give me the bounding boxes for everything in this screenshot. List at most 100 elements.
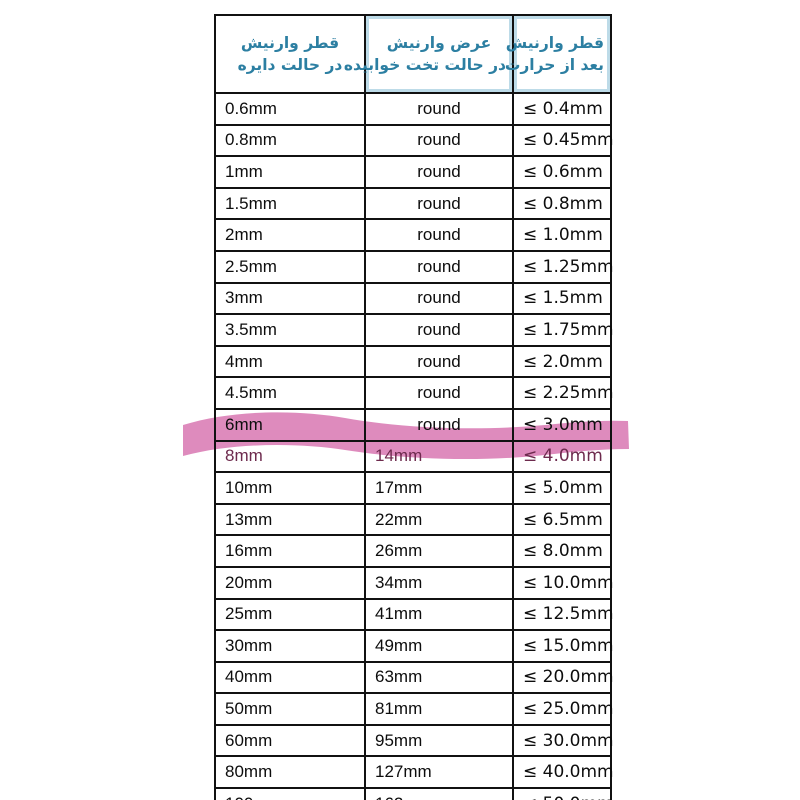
cell-diameter-after-heat: ≤ 0.8mm [512, 186, 612, 221]
cell-diameter-after-heat: ≤ 5.0mm [512, 471, 612, 505]
cell-diameter-after-heat: ≤ 8.0mm [512, 534, 612, 568]
table-row: 6mm round ≤ 3.0mm [214, 407, 612, 442]
table-row: 4mm round ≤ 2.0mm [214, 344, 612, 379]
cell-width-flat: round [364, 313, 514, 347]
cell-diameter-round: 100mm [214, 787, 366, 800]
cell-diameter-after-heat: ≤ 10.0mm [512, 565, 614, 600]
cell-diameter-round: 4.5mm [214, 376, 366, 410]
cell-diameter-round: 8mm [214, 439, 366, 474]
table-row: 100mm162mm≤ 50.0mm [214, 787, 614, 800]
cell-diameter-round: 3mm [214, 281, 366, 316]
cell-diameter-round: 16mm [214, 534, 366, 568]
cell-diameter-round: 60mm [214, 723, 366, 758]
cell-width-flat: 26mm [364, 534, 514, 568]
cell-diameter-after-heat: ≤ 1.25mm [512, 249, 614, 284]
table-row: 3mm round ≤ 1.5mm [214, 281, 612, 316]
cell-width-flat: 81mm [364, 692, 514, 726]
cell-diameter-round: 6mm [214, 407, 366, 442]
column-header-line: در حالت دایره [237, 56, 343, 74]
cell-diameter-after-heat: ≤ 1.75mm [512, 313, 614, 347]
table-row: 13mm 22mm ≤ 6.5mm [214, 502, 612, 537]
cell-diameter-round: 2.5mm [214, 249, 366, 284]
varnish-spec-table: قطر وارنیش در حالت دایره عرض وارنیش در ح… [214, 14, 614, 800]
cell-diameter-round: 10mm [214, 471, 366, 505]
column-header-line: عرض وارنیش [386, 33, 492, 52]
cell-width-flat: round [364, 123, 514, 158]
column-header-line: قطر وارنیش [505, 33, 604, 52]
cell-diameter-after-heat: ≤ 3.0mm [512, 407, 612, 442]
column-header-diameter-after-heat: قطر وارنیش بعد از حرارت [504, 14, 612, 94]
cell-diameter-after-heat: ≤ 2.0mm [512, 344, 612, 379]
cell-diameter-round: 25mm [214, 597, 366, 632]
cell-diameter-after-heat: ≤ 30.0mm [512, 723, 614, 758]
table-row: 0.6mm round ≤ 0.4mm [214, 92, 612, 126]
table-row: 20mm 34mm ≤ 10.0mm [214, 565, 614, 600]
cell-width-flat: 22mm [364, 502, 514, 537]
cell-diameter-round: 80mm [214, 755, 366, 790]
table-row: 2mm round ≤ 1.0mm [214, 218, 612, 252]
cell-diameter-round: 1mm [214, 155, 366, 189]
table-row: 0.8mm round ≤ 0.45mm [214, 123, 614, 158]
column-header-line: قطر وارنیش [240, 33, 340, 52]
cell-diameter-after-heat: ≤ 25.0mm [512, 692, 614, 726]
cell-diameter-round: 30mm [214, 629, 366, 663]
cell-width-flat: round [364, 407, 514, 442]
cell-width-flat: round [364, 155, 514, 189]
cell-width-flat: round [364, 376, 514, 410]
table-row: 1mm round ≤ 0.6mm [214, 155, 612, 189]
cell-diameter-after-heat: ≤ 15.0mm [512, 629, 614, 663]
table-row: 50mm 81mm ≤ 25.0mm [214, 692, 614, 726]
cell-diameter-round: 40mm [214, 660, 366, 695]
table-row: 1.5mm round ≤ 0.8mm [214, 186, 612, 221]
cell-diameter-after-heat: ≤ 2.25mm [512, 376, 614, 410]
cell-width-flat: 127mm [364, 755, 514, 790]
cell-diameter-after-heat: ≤ 0.6mm [512, 155, 612, 189]
cell-diameter-after-heat: ≤ 0.4mm [512, 92, 612, 126]
column-header-line: در حالت تخت خوابیده [343, 56, 506, 74]
cell-diameter-round: 13mm [214, 502, 366, 537]
cell-diameter-after-heat: ≤ 20.0mm [512, 660, 614, 695]
cell-diameter-after-heat: ≤ 1.5mm [512, 281, 612, 316]
cell-diameter-after-heat: ≤ 0.45mm [512, 123, 614, 158]
cell-diameter-after-heat: ≤ 4.0mm [512, 439, 612, 474]
table-row: 4.5mm round ≤ 2.25mm [214, 376, 614, 410]
column-header-line: بعد از حرارت [504, 56, 604, 74]
table-row: 16mm 26mm ≤ 8.0mm [214, 534, 612, 568]
cell-width-flat: 34mm [364, 565, 514, 600]
cell-diameter-round: 4mm [214, 344, 366, 379]
cell-width-flat: 49mm [364, 629, 514, 663]
table-body: 0.6mm round ≤ 0.4mm 0.8mm round ≤ 0.45mm 1mm ro… [214, 92, 614, 800]
cell-width-flat: round [364, 249, 514, 284]
table-row: 10mm 17mm ≤ 5.0mm [214, 471, 612, 505]
cell-diameter-round: 0.8mm [214, 123, 366, 158]
cell-diameter-round: 2mm [214, 218, 366, 252]
cell-diameter-after-heat: ≤ 40.0mm [512, 755, 614, 790]
table-row: 60mm 95mm ≤ 30.0mm [214, 723, 614, 758]
column-header-diameter-round: قطر وارنیش در حالت دایره [214, 14, 366, 94]
cell-width-flat: 14mm [364, 439, 514, 474]
cell-width-flat: 41mm [364, 597, 514, 632]
table-row: 30mm 49mm ≤ 15.0mm [214, 629, 614, 663]
table-row: 40mm 63mm ≤ 20.0mm [214, 660, 614, 695]
cell-diameter-round: 50mm [214, 692, 366, 726]
table-row: 80mm 127mm ≤ 40.0mm [214, 755, 614, 790]
cell-width-flat: round [364, 218, 514, 252]
cell-diameter-after-heat: ≤ 12.5mm [512, 597, 614, 632]
cell-diameter-after-heat: ≤ 1.0mm [512, 218, 612, 252]
cell-width-flat: 63mm [364, 660, 514, 695]
cell-diameter-round: 20mm [214, 565, 366, 600]
cell-width-flat: round [364, 344, 514, 379]
table-row: 2.5mm round ≤ 1.25mm [214, 249, 614, 284]
table-row: 25mm 41mm ≤ 12.5mm [214, 597, 614, 632]
cell-diameter-after-heat: ≤ 6.5mm [512, 502, 612, 537]
cell-width-flat: round [364, 186, 514, 221]
cell-width-flat: 17mm [364, 471, 514, 505]
table-header-row: قطر وارنیش در حالت دایره عرض وارنیش در ح… [214, 14, 612, 94]
table-header: قطر وارنیش در حالت دایره عرض وارنیش در ح… [214, 14, 612, 94]
table-row: 8mm 14mm ≤ 4.0mm [214, 439, 612, 474]
cell-width-flat: round [364, 281, 514, 316]
cell-diameter-round: 0.6mm [214, 92, 366, 126]
cell-diameter-round: 1.5mm [214, 186, 366, 221]
table-row: 3.5mm round ≤ 1.75mm [214, 313, 614, 347]
